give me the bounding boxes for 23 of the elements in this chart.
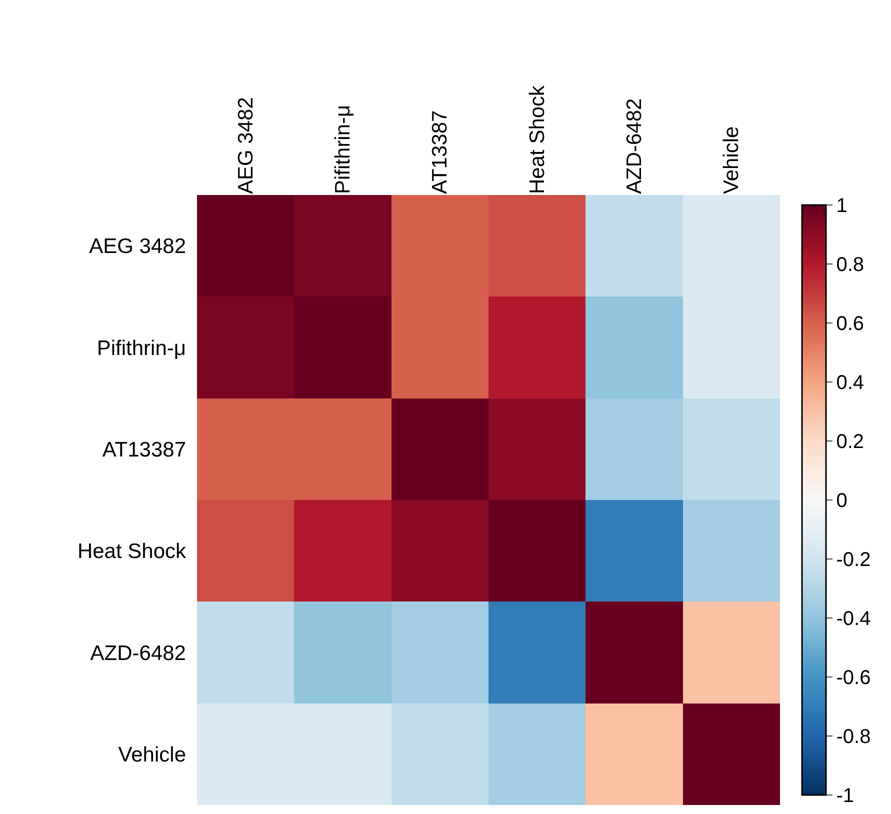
color-bar-label: 0 (836, 490, 848, 512)
color-bar-label: -0.2 (836, 549, 871, 571)
y-tick-label: AT13387 (102, 438, 186, 462)
y-tick-label: Heat Shock (77, 540, 186, 564)
x-tick-label: Vehicle (720, 126, 744, 194)
color-bar-label: -0.8 (836, 726, 871, 748)
x-tick-label: AEG 3482 (234, 97, 258, 194)
x-tick-label: AZD-6482 (623, 98, 646, 194)
x-tick-label: Pifithrin-μ (332, 104, 355, 194)
color-bar-label: -0.4 (836, 608, 871, 630)
y-tick-label: AZD-6482 (90, 642, 186, 665)
color-bar-label: 0.4 (836, 372, 864, 394)
y-tick-label: AEG 3482 (89, 235, 186, 258)
color-bar-label: 0.2 (836, 431, 864, 453)
y-tick-label: Vehicle (118, 744, 186, 767)
x-tick-label: Heat Shock (526, 84, 549, 194)
x-tick-label: AT13387 (428, 110, 452, 194)
y-tick-label: Pifithrin-μ (96, 336, 186, 360)
color-bar-label: 1 (836, 195, 848, 217)
color-bar-label: 0.6 (836, 313, 864, 335)
color-bar-label: 0.8 (836, 254, 864, 276)
color-bar-label: -1 (836, 785, 854, 807)
color-bar-label: -0.6 (836, 667, 871, 689)
